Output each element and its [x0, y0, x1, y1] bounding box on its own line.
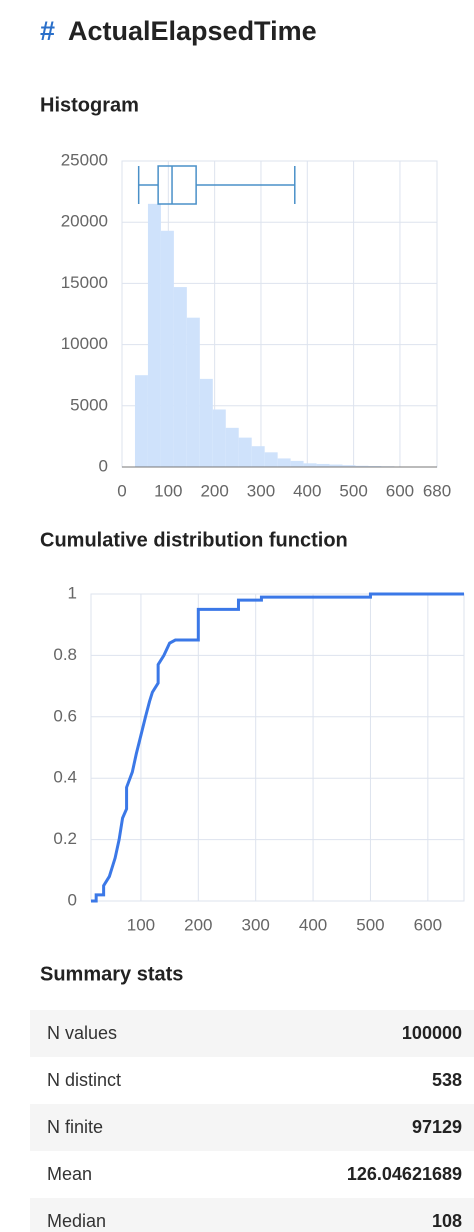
row-label: N distinct: [47, 1070, 121, 1090]
x-tick-label: 100: [154, 481, 182, 500]
y-tick-label: 15000: [61, 273, 108, 292]
row-value: 97129: [412, 1117, 462, 1137]
x-tick-label: 600: [414, 915, 442, 934]
bar: [355, 465, 369, 467]
x-tick-label: 680: [423, 481, 451, 500]
bar: [251, 446, 265, 467]
y-tick-label: 1: [68, 583, 77, 602]
bar: [342, 465, 356, 467]
x-tick-label: 0: [117, 481, 126, 500]
section-title: Cumulative distribution function: [40, 529, 348, 551]
x-tick-label: 300: [242, 915, 270, 934]
y-tick-label: 20000: [61, 212, 108, 231]
bar: [303, 463, 317, 467]
x-tick-label: 200: [200, 481, 228, 500]
bar: [277, 458, 291, 467]
bar: [134, 375, 148, 467]
bar: [186, 317, 200, 467]
y-tick-label: 0.8: [53, 645, 77, 664]
y-tick-label: 0.2: [53, 829, 77, 848]
y-tick-label: 0: [68, 890, 77, 909]
column-title: ActualElapsedTime: [68, 16, 317, 46]
y-tick-label: 0.4: [53, 768, 77, 787]
y-tick-label: 0: [99, 456, 108, 475]
type-icon: #: [40, 16, 55, 46]
x-tick-label: 300: [247, 481, 275, 500]
x-tick-label: 400: [299, 915, 327, 934]
row-label: N values: [47, 1023, 117, 1043]
bar: [264, 452, 278, 467]
bar: [238, 437, 252, 467]
box: [157, 165, 197, 205]
row-label: N finite: [47, 1117, 103, 1137]
x-tick-label: 400: [293, 481, 321, 500]
bar: [160, 230, 174, 467]
row-value: 100000: [402, 1023, 462, 1043]
bar: [147, 203, 161, 467]
y-tick-label: 0.6: [53, 706, 77, 725]
row-label: Median: [47, 1211, 106, 1231]
x-tick-label: 600: [386, 481, 414, 500]
row-value: 108: [432, 1211, 462, 1231]
section-title: Histogram: [40, 94, 139, 116]
plot-frame: [90, 593, 465, 902]
bar: [316, 463, 330, 467]
bar: [225, 427, 239, 467]
row-value: 538: [432, 1070, 462, 1090]
row-background: [30, 1010, 474, 1057]
bar: [173, 287, 187, 467]
row-background: [30, 1198, 474, 1232]
bar: [329, 464, 343, 467]
x-tick-label: 500: [339, 481, 367, 500]
x-tick-label: 500: [356, 915, 384, 934]
cdf-line: [91, 592, 464, 903]
bar: [212, 409, 226, 467]
y-tick-label: 5000: [70, 395, 108, 414]
row-background: [30, 1104, 474, 1151]
summary-table: N values 100000 N distinct 538 N finite 97129…: [30, 1010, 474, 1232]
y-tick-label: 10000: [61, 334, 108, 353]
x-tick-label: 100: [127, 915, 155, 934]
y-tick-label: 25000: [61, 150, 108, 169]
x-tick-label: 200: [184, 915, 212, 934]
row-value: 126.04621689: [347, 1164, 462, 1184]
bar: [199, 378, 213, 467]
section-title: Summary stats: [40, 963, 183, 985]
bar: [290, 460, 304, 467]
row-label: Mean: [47, 1164, 92, 1184]
